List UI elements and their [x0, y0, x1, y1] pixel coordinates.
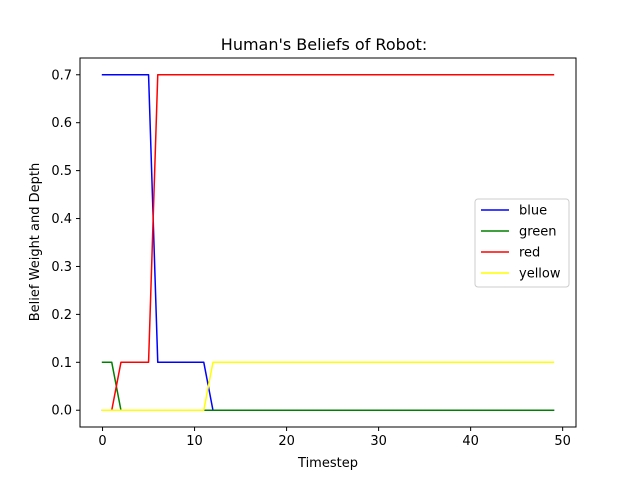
legend-label-blue: blue: [519, 204, 547, 219]
legend-label-green: green: [519, 225, 557, 240]
x-tick-label: 30: [370, 434, 387, 449]
legend-label-red: red: [519, 246, 540, 261]
x-tick-label: 50: [554, 434, 571, 449]
x-tick-label: 20: [278, 434, 295, 449]
chart-title: Human's Beliefs of Robot:: [221, 35, 427, 54]
x-axis-label: Timestep: [297, 456, 358, 471]
series-line-yellow: [101, 361, 555, 411]
x-tick-label: 10: [186, 434, 203, 449]
y-axis-label: Belief Weight and Depth: [28, 163, 43, 321]
y-tick-label: 0.0: [51, 404, 72, 419]
y-tick-label: 0.7: [51, 68, 72, 83]
y-tick-label: 0.3: [51, 260, 72, 275]
legend-box: [474, 198, 570, 288]
series-line-red: [101, 74, 555, 411]
plot-frame: [79, 57, 577, 428]
x-tick-label: 0: [98, 434, 106, 449]
legend: blue green red yellow: [474, 198, 570, 288]
y-tick-label: 0.4: [51, 212, 72, 227]
axis-ticks: 0 10 20 30 40 50 0.0 0.1 0.2 0.3 0.4 0.5 0.6 0.7: [51, 68, 571, 449]
y-tick-label: 0.2: [51, 308, 72, 323]
plot-area: [101, 74, 555, 411]
x-tick-label: 40: [462, 434, 479, 449]
series-line-blue: [101, 74, 555, 411]
y-tick-label: 0.1: [51, 356, 72, 371]
y-tick-label: 0.5: [51, 164, 72, 179]
legend-label-yellow: yellow: [519, 267, 561, 282]
y-tick-label: 0.6: [51, 116, 72, 131]
